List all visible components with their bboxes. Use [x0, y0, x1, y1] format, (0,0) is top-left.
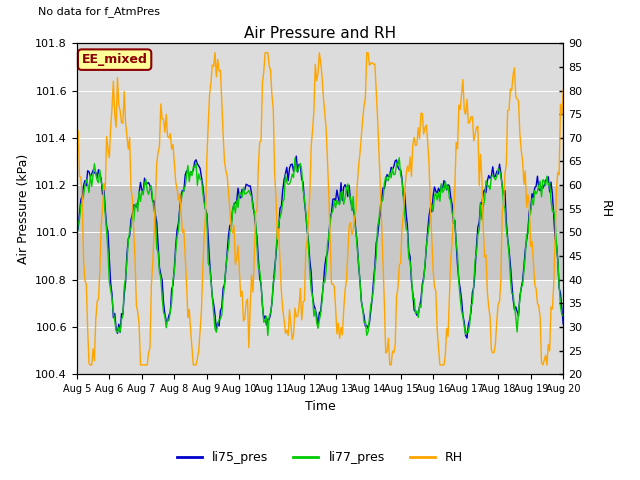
Y-axis label: RH: RH [599, 200, 612, 218]
Text: EE_mixed: EE_mixed [82, 53, 148, 66]
X-axis label: Time: Time [305, 400, 335, 413]
Title: Air Pressure and RH: Air Pressure and RH [244, 25, 396, 41]
Bar [77, 185, 563, 280]
Y-axis label: Air Pressure (kPa): Air Pressure (kPa) [17, 154, 30, 264]
Text: No data for f_AtmPres: No data for f_AtmPres [38, 6, 160, 17]
Legend: li75_pres, li77_pres, RH: li75_pres, li77_pres, RH [172, 446, 468, 469]
